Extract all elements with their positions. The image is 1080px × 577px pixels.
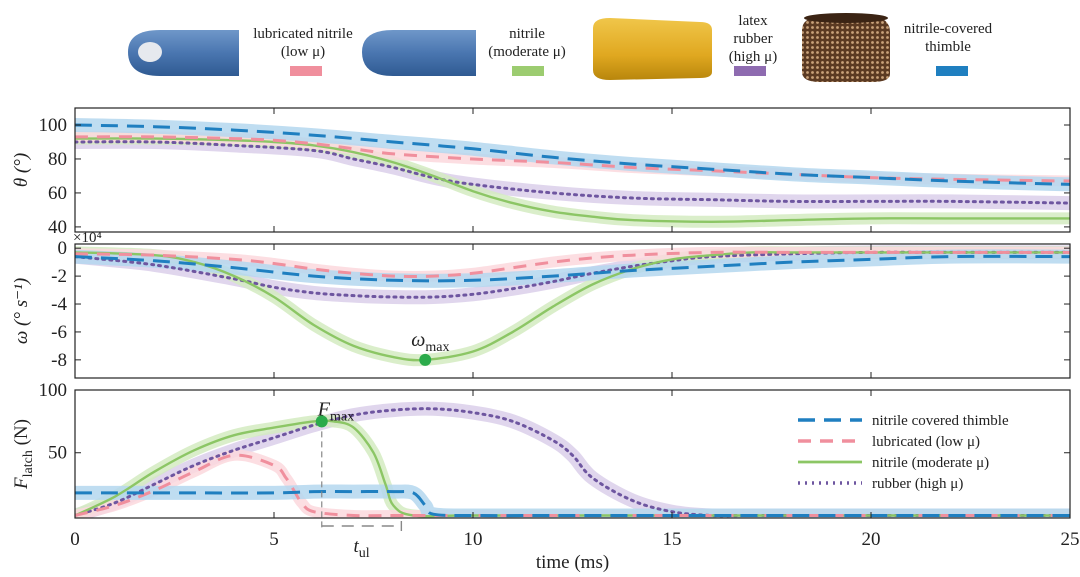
y-tick-label: 0 [58, 238, 68, 259]
x-tick-label: 15 [663, 529, 682, 550]
legend-label-lub: lubricated (low μ) [872, 434, 980, 450]
legend-label-thi: nitrile covered thimble [872, 413, 1009, 429]
thimble-icon [802, 13, 890, 82]
y-tick-label: 80 [48, 149, 67, 170]
legend-swatch [734, 66, 766, 76]
x-tick-label: 25 [1061, 529, 1080, 550]
legend-swatch [936, 66, 968, 76]
series-line-thi [75, 254, 1070, 283]
y-tick-label: 60 [48, 183, 67, 204]
legend-item-lubricated-nitrile: lubricated nitrile (low μ) [128, 26, 353, 76]
legend-line2: (low μ) [281, 44, 325, 60]
legend-line2: rubber [733, 31, 772, 47]
series-line-nit [75, 250, 1070, 362]
legend-line3: (high μ) [729, 49, 777, 65]
annotation-label: Fmax [317, 398, 354, 424]
inner-legend: nitrile covered thimble lubricated (low μ… [798, 413, 1009, 492]
axes-frame [74, 243, 1071, 379]
y-tick-label: -4 [51, 294, 67, 315]
x-tick-label: 10 [464, 529, 483, 550]
legend-item-nitrile: nitrile (moderate μ) [362, 26, 566, 76]
y-tick-label: 50 [48, 443, 67, 464]
legend-item-latex-rubber: latex rubber (high μ) [593, 13, 777, 80]
y-tick-label: 40 [48, 217, 67, 238]
yellow-fingertip-icon [593, 18, 712, 80]
y-exponent: ×10⁴ [73, 230, 102, 246]
legend-item-thimble: nitrile-covered thimble [802, 13, 993, 82]
legend-swatch [512, 66, 544, 76]
tul-label: tul [353, 536, 369, 561]
x-axis-label: time (ms) [536, 552, 609, 573]
y-tick-label: 100 [39, 380, 68, 401]
series-band-thi [75, 118, 1070, 192]
legend-line2: (moderate μ) [488, 44, 566, 60]
y-tick-label: -8 [51, 350, 67, 371]
series-line-nit [75, 137, 1070, 224]
x-tick-label: 5 [269, 529, 279, 550]
annotation-marker [315, 415, 328, 428]
blue-fingertip-icon [362, 30, 476, 76]
x-tick-label: 0 [70, 529, 80, 550]
annotation-marker [419, 353, 432, 366]
legend-line1: lubricated nitrile [253, 26, 353, 42]
y-tick-label: -6 [51, 322, 67, 343]
series-band-rub [75, 134, 1070, 211]
legend-line2: thimble [925, 39, 971, 55]
y-tick-label: -2 [51, 266, 67, 287]
panel-omega: 0 -2 -4 -6 -8 ω (° s⁻¹) ×10⁴ ωmax [11, 230, 1071, 379]
legend-label-nit: nitrile (moderate μ) [872, 455, 989, 471]
series-band-thi [75, 484, 1070, 518]
y-axis-label: Flatch (N) [11, 419, 36, 490]
series-line-rub [75, 250, 1070, 299]
top-legend: lubricated nitrile (low μ) nitrile (mode… [128, 13, 993, 82]
series-line-thi [75, 123, 1070, 186]
x-tick-label: 20 [862, 529, 881, 550]
y-axis-label: θ (°) [11, 153, 32, 187]
legend-line1: latex [738, 13, 768, 29]
plot-area [75, 245, 1070, 367]
legend-label-rub: rubber (high μ) [872, 476, 963, 492]
legend-swatch [290, 66, 322, 76]
legend-line1: nitrile [509, 26, 545, 42]
legend-line1: nitrile-covered [904, 21, 993, 37]
y-tick-label: 100 [39, 115, 68, 136]
y-axis-label: ω (° s⁻¹) [11, 278, 32, 344]
annotation-label: ωmax [411, 329, 449, 355]
axes-frame [74, 389, 1071, 519]
axes-frame [74, 107, 1071, 233]
series-line-lub [75, 250, 1070, 278]
blue-fingertip-icon [128, 30, 239, 76]
panel-theta: 40 60 80 100 θ (°) [11, 107, 1071, 238]
series-line-rub [75, 140, 1070, 205]
plot-area [75, 118, 1070, 228]
